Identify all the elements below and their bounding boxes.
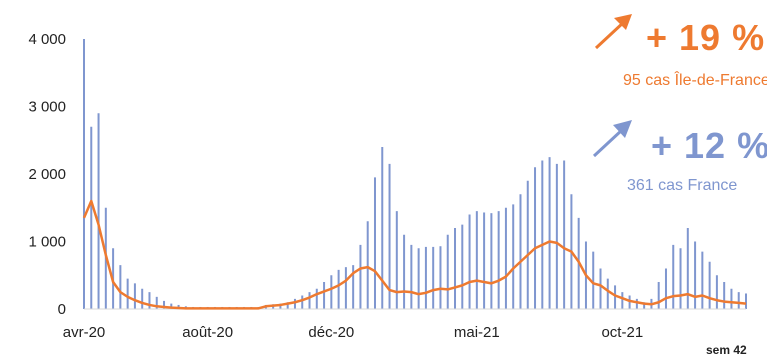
bar [417,248,420,309]
x-tick-label: déc-20 [308,324,354,341]
x-tick-label: août-20 [182,324,233,341]
bar [708,261,711,309]
trend-line [82,199,747,310]
bar [686,228,689,309]
bar [628,295,631,309]
bar [293,298,296,310]
bar [126,278,129,310]
bar [301,295,304,309]
bar [599,268,602,309]
y-axis: 0 1 000 2 000 3 000 4 000 [28,31,66,318]
bar [563,160,566,309]
bar [592,251,595,310]
bar [534,167,537,309]
x-tick-label: oct-21 [601,324,643,341]
idf-percent: + 19 % [646,17,766,58]
bar [454,228,457,309]
bar [745,293,747,310]
bar [664,268,667,309]
arrow-up-right-icon [594,14,632,50]
bar [83,39,85,309]
bar [490,213,493,309]
bar [141,288,144,309]
bar [97,113,100,309]
bar [730,288,733,309]
bar [461,224,464,310]
bar [483,212,486,309]
france-cases: 361 cas France [627,177,738,194]
bar [519,194,522,309]
bar [133,283,136,309]
bar [337,269,340,309]
bar [621,292,624,310]
bar [606,278,609,310]
bar [359,244,362,310]
bar [148,292,151,310]
x-tick-label: mai-21 [454,324,500,341]
bar [657,282,660,309]
bar [475,211,478,310]
bar [701,251,704,310]
bar [672,244,675,310]
idf-cases: 95 cas Île-de-France [623,72,767,89]
bar [373,177,376,310]
bar [635,298,638,310]
bar [737,292,740,310]
bar [432,246,435,309]
bar [315,288,318,309]
bar [170,303,173,309]
bar [526,180,529,309]
bar [352,265,355,310]
bar [541,160,544,309]
bar [330,275,333,309]
bar [643,302,646,309]
y-tick-label: 2 000 [28,166,66,183]
bar [381,147,384,309]
bar [286,302,289,309]
bar [424,246,427,309]
bar [504,207,507,309]
y-tick-label: 1 000 [28,234,66,251]
y-tick-label: 4 000 [28,31,66,48]
bar [344,267,347,309]
x-axis: avr-20 août-20 déc-20 mai-21 oct-21 [63,324,643,341]
y-tick-label: 0 [58,301,66,318]
bar [497,211,500,310]
bar [468,214,471,309]
bar [403,234,406,309]
bar [90,126,93,309]
bar [279,303,282,309]
x-tick-label: avr-20 [63,324,106,341]
bar [395,211,398,310]
bar [555,163,558,310]
bar [548,157,551,310]
arrow-up-right-icon [592,120,632,158]
bar [679,248,682,309]
france-percent: + 12 % [651,125,767,166]
bar [410,244,413,310]
week-label: sem 42 [706,343,747,356]
bar [723,282,726,309]
bar [119,265,122,310]
bar [163,300,166,309]
bar [715,275,718,309]
bar [694,241,697,309]
bar [388,163,391,310]
y-tick-label: 3 000 [28,99,66,116]
bar [446,234,449,309]
bar [155,296,158,309]
bar [512,204,515,310]
bar [323,282,326,309]
bar [614,285,617,310]
bar [308,292,311,310]
bar [439,246,442,309]
bar [366,221,369,309]
